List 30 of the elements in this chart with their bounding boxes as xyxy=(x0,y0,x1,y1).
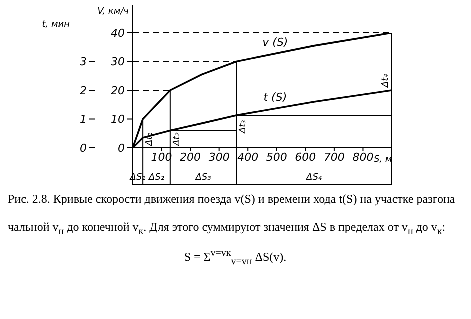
x-tick-label: 200 xyxy=(180,150,202,164)
annotation: Δt₂ xyxy=(172,132,182,147)
x-tick-label: 700 xyxy=(324,150,345,164)
x-tick-label: 600 xyxy=(295,150,316,164)
annotation: Δt₃ xyxy=(238,120,249,135)
series-label: v (S) xyxy=(262,36,288,49)
text: S = Σ$^{v=vк}$$_{v=vн}$ ΔS(v). xyxy=(183,247,288,270)
x-tick-label: 500 xyxy=(266,150,288,164)
x-tick-label: 300 xyxy=(208,150,230,164)
y-axis-title: V, км/ч xyxy=(98,7,129,17)
x-tick-label: 800 xyxy=(352,150,374,164)
text: Рис. 2.8. Кривые скорости движения поезда v(S) и времени хода t(S) на участке разгона xyxy=(8,192,456,206)
text: ΔS₂ xyxy=(148,173,165,183)
y2-tick-label: 0 xyxy=(80,142,87,155)
x-tick-label: 400 xyxy=(238,150,259,164)
y2-axis-title: t, мин xyxy=(42,20,70,30)
y-tick-label: 10 xyxy=(111,113,125,126)
annotation: Δt₄ xyxy=(381,74,391,88)
text: ΔS₃ xyxy=(194,173,212,183)
y-tick-label: 40 xyxy=(111,26,125,40)
text: ΔS₄ xyxy=(306,173,322,183)
series-label: t (S) xyxy=(264,90,288,104)
y-tick-label: 0 xyxy=(118,142,125,155)
y2-tick-label: 3 xyxy=(80,56,87,69)
y2-tick-label: 1 xyxy=(80,113,87,126)
x-axis-title: S, м xyxy=(374,155,392,165)
y-tick-label: 30 xyxy=(111,56,125,69)
text: чальной v$_{н}$ до конечной v$_{к}$. Для этого суммируют значения ΔS в пределах от v$_{н}$ до v$_{к}$: xyxy=(8,220,446,238)
y-tick-label: 20 xyxy=(111,84,125,98)
y2-tick-label: 2 xyxy=(80,84,87,98)
